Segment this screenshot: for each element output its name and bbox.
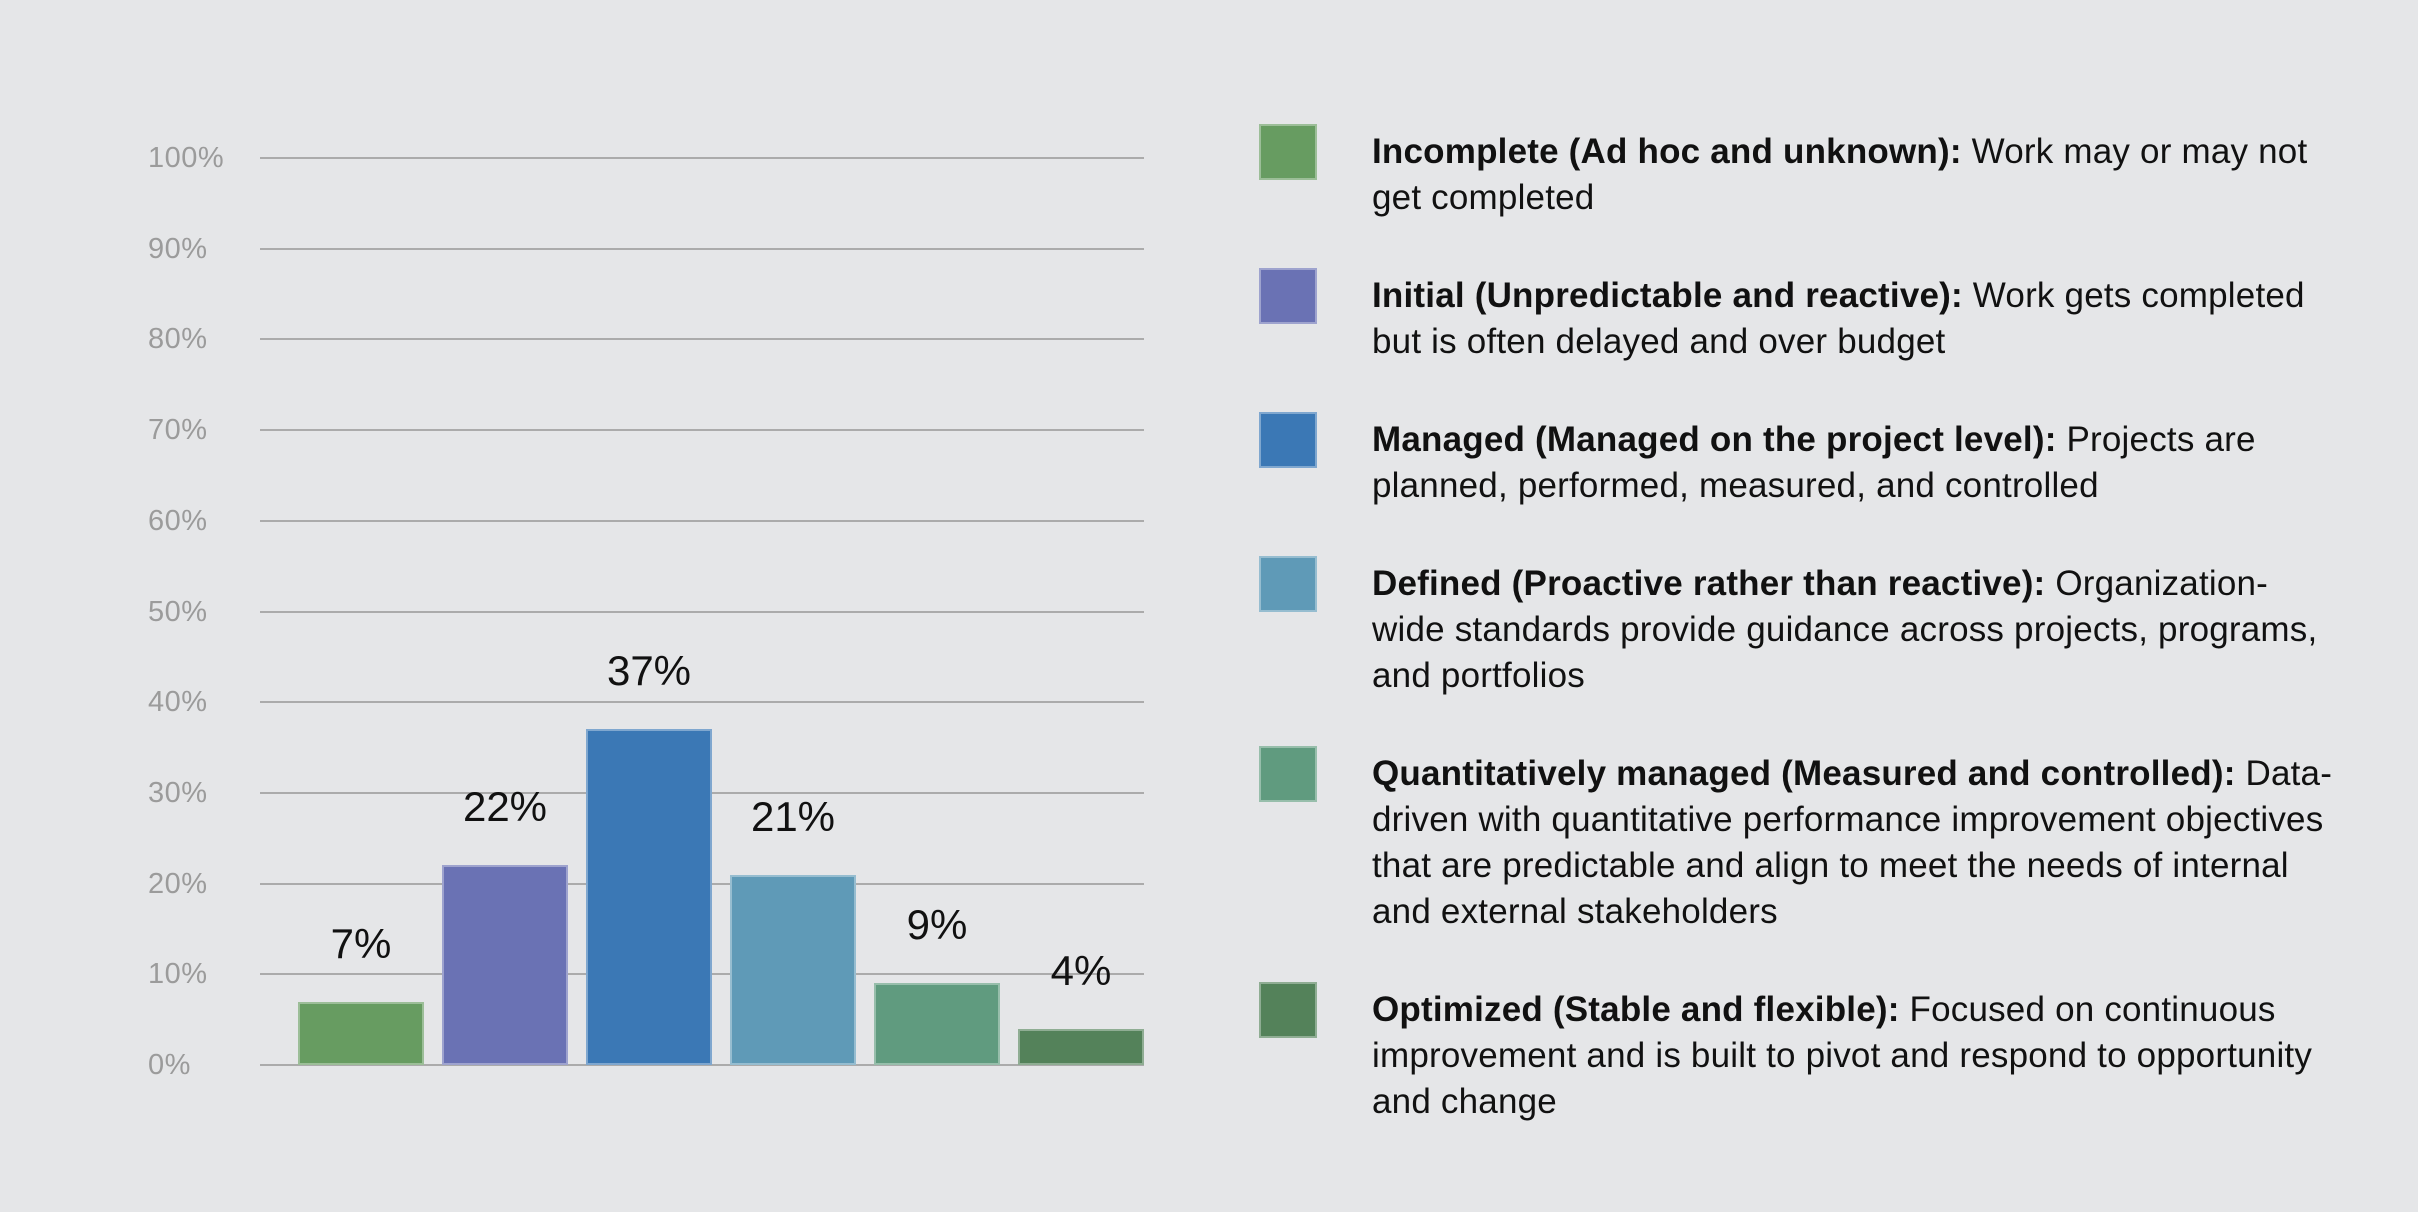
y-axis-tick-label: 70% [148, 414, 208, 447]
legend-item: Optimized (Stable and flexible): Focused… [1259, 982, 2334, 1125]
y-axis-tick-label: 80% [148, 323, 208, 356]
gridline [260, 519, 1144, 522]
gridline [260, 610, 1144, 613]
bar-incomplete [298, 1001, 424, 1065]
y-axis-tick-label: 60% [148, 504, 208, 537]
chart-legend: Incomplete (Ad hoc and unknown): Work ma… [1259, 124, 2334, 1125]
y-axis-tick-label: 0% [148, 1049, 191, 1081]
legend-item-text: Optimized (Stable and flexible): Focused… [1372, 982, 2334, 1125]
legend-term: Optimized (Stable and flexible): [1372, 990, 1900, 1029]
legend-swatch [1259, 268, 1317, 324]
bar-initial [442, 865, 568, 1065]
bar-defined [730, 874, 856, 1065]
legend-term: Defined (Proactive rather than reactive)… [1372, 564, 2046, 603]
legend-item: Managed (Managed on the project level): … [1259, 412, 2334, 509]
gridline [260, 1064, 1144, 1066]
bar-managed [586, 729, 712, 1065]
legend-description: Organization-wide standards provide guid… [1372, 564, 2318, 695]
legend-term: Incomplete (Ad hoc and unknown): [1372, 132, 1962, 171]
legend-description: Projects are planned, performed, measure… [1372, 420, 2256, 505]
legend-swatch [1259, 124, 1317, 180]
legend-swatch [1259, 556, 1317, 612]
bar-value-label: 22% [462, 783, 548, 831]
y-axis-tick-label: 90% [148, 232, 208, 265]
bar-value-label: 21% [750, 792, 836, 840]
legend-swatch [1259, 412, 1317, 468]
bar-value-label: 9% [906, 901, 968, 949]
legend-item: Quantitatively managed (Measured and con… [1259, 746, 2334, 935]
gridline [260, 429, 1144, 432]
legend-term: Quantitatively managed (Measured and con… [1372, 754, 2236, 793]
gridline [260, 338, 1144, 341]
gridline [260, 701, 1144, 704]
legend-item-text: Managed (Managed on the project level): … [1372, 412, 2334, 509]
y-axis-tick-label: 40% [148, 686, 208, 719]
y-axis-tick-label: 30% [148, 776, 208, 809]
legend-item-text: Defined (Proactive rather than reactive)… [1372, 556, 2334, 699]
legend-description: Work gets completed but is often delayed… [1372, 276, 2305, 361]
legend-description: Focused on continuous improvement and is… [1372, 990, 2313, 1121]
legend-item-text: Incomplete (Ad hoc and unknown): Work ma… [1372, 124, 2334, 221]
gridline [260, 247, 1144, 250]
bar-value-label: 4% [1050, 946, 1112, 994]
bar-quantitatively-managed [874, 983, 1000, 1065]
legend-item-text: Initial (Unpredictable and reactive): Wo… [1372, 268, 2334, 365]
y-axis-tick-label: 20% [148, 867, 208, 900]
legend-swatch [1259, 982, 1317, 1038]
bar-value-label: 37% [606, 647, 692, 695]
legend-description: Work may or may not get completed [1372, 132, 2308, 217]
legend-item: Initial (Unpredictable and reactive): Wo… [1259, 268, 2334, 365]
legend-description: Data-driven with quantitative performanc… [1372, 754, 2333, 931]
legend-item: Defined (Proactive rather than reactive)… [1259, 556, 2334, 699]
y-axis-tick-label: 10% [148, 958, 208, 991]
legend-item: Incomplete (Ad hoc and unknown): Work ma… [1259, 124, 2334, 221]
y-axis-tick-label: 100% [148, 142, 225, 174]
bar-value-label: 7% [330, 919, 392, 967]
legend-swatch [1259, 746, 1317, 802]
legend-term: Initial (Unpredictable and reactive): [1372, 276, 1963, 315]
legend-item-text: Quantitatively managed (Measured and con… [1372, 746, 2334, 935]
legend-term: Managed (Managed on the project level): [1372, 420, 2057, 459]
bar-optimized [1018, 1028, 1144, 1065]
gridline [260, 157, 1144, 159]
y-axis-tick-label: 50% [148, 595, 208, 628]
